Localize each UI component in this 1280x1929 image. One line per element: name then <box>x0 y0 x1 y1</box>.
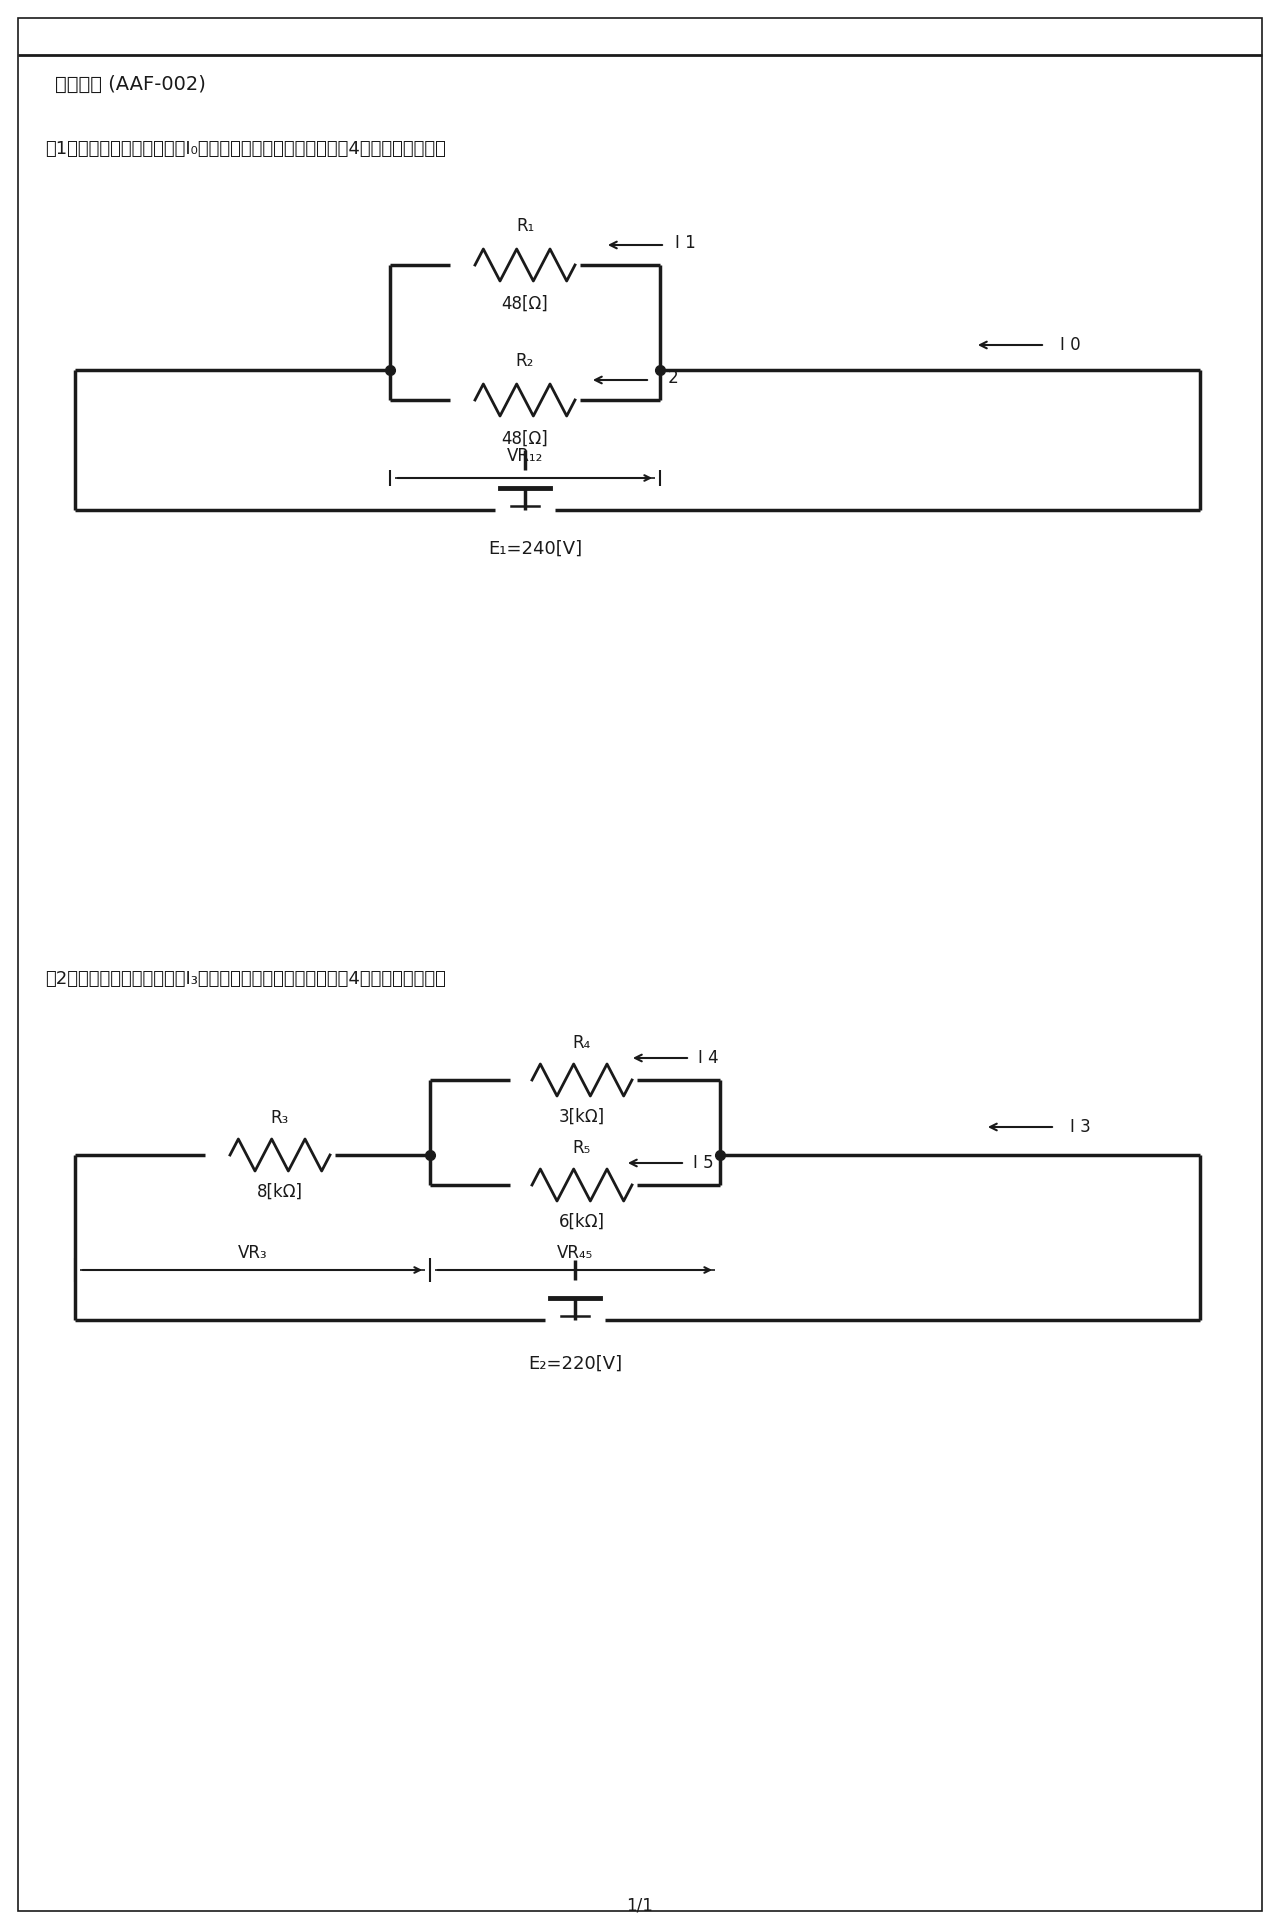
Text: I 1: I 1 <box>675 233 696 253</box>
Text: I 5: I 5 <box>692 1154 714 1173</box>
Text: 直流回路 (AAF-002): 直流回路 (AAF-002) <box>55 75 206 95</box>
Text: E₂=220[V]: E₂=220[V] <box>527 1354 622 1373</box>
Text: I 2: I 2 <box>658 368 678 388</box>
Text: I 3: I 3 <box>1070 1119 1091 1136</box>
Text: R₃: R₃ <box>271 1109 289 1127</box>
Text: R₄: R₄ <box>573 1034 591 1051</box>
Text: I 4: I 4 <box>698 1049 718 1067</box>
Text: VR₁₂: VR₁₂ <box>507 448 543 465</box>
Text: R₂: R₂ <box>516 351 534 370</box>
Text: 問1　下図の回路において、I₀の値を求めなさい。（小数点以4桁目を四捨五入）: 問1 下図の回路において、I₀の値を求めなさい。（小数点以4桁目を四捨五入） <box>45 141 445 158</box>
Text: 3[kΩ]: 3[kΩ] <box>559 1107 605 1127</box>
Text: 1/1: 1/1 <box>627 1896 653 1914</box>
Text: 48[Ω]: 48[Ω] <box>502 295 548 312</box>
Text: VR₃: VR₃ <box>238 1244 268 1262</box>
Text: 問2　下図の回路において、I₃の値を求めなさい。（小数点以4桁目を四捨五入）: 問2 下図の回路において、I₃の値を求めなさい。（小数点以4桁目を四捨五入） <box>45 970 445 988</box>
Text: I 0: I 0 <box>1060 336 1080 355</box>
Text: E₁=240[V]: E₁=240[V] <box>488 540 582 557</box>
Text: R₁: R₁ <box>516 216 534 235</box>
Text: 48[Ω]: 48[Ω] <box>502 430 548 448</box>
Text: 8[kΩ]: 8[kΩ] <box>257 1182 303 1202</box>
Text: R₅: R₅ <box>573 1138 591 1157</box>
Text: VR₄₅: VR₄₅ <box>557 1244 593 1262</box>
Text: 6[kΩ]: 6[kΩ] <box>559 1213 605 1231</box>
